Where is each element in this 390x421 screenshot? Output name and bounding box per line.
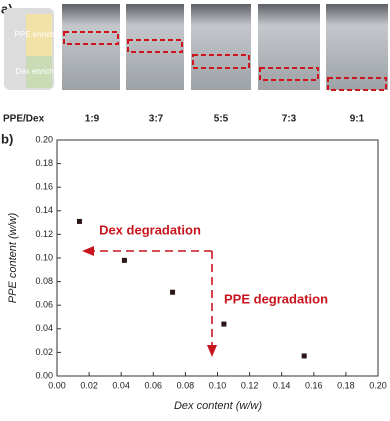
ratio-label: 1:9 <box>85 114 100 125</box>
y-tick-label: 0.18 <box>35 158 53 168</box>
x-tick-label: 0.12 <box>241 380 259 390</box>
phase-label: PPE enriched <box>15 30 64 39</box>
arrow-head <box>82 246 94 256</box>
y-tick-label: 0.06 <box>35 300 53 310</box>
annotation: Dex degradation <box>99 222 201 237</box>
y-tick-label: 0.12 <box>35 229 53 239</box>
arrows <box>90 250 213 350</box>
schematic: PPE enriched Dex enriched <box>4 8 63 90</box>
y-tick-label: 0.14 <box>35 205 53 215</box>
row-label: PPE/Dex <box>3 114 45 125</box>
y-tick-label: 0.16 <box>35 182 53 192</box>
x-tick-label: 0.18 <box>337 380 355 390</box>
y-tick-label: 0.02 <box>35 347 53 357</box>
phase-label: Dex enriched <box>15 67 62 76</box>
y-tick-label: 0.10 <box>35 252 53 262</box>
point <box>76 218 82 224</box>
x-tick-label: 0.20 <box>369 380 387 390</box>
ratio-label: 5:5 <box>214 114 229 125</box>
x-tick-label: 0.16 <box>305 380 323 390</box>
y-tick-label: 0.04 <box>35 323 53 333</box>
point <box>221 321 227 327</box>
panel-label: b) <box>1 131 13 146</box>
y-tick-label: 0.20 <box>35 134 53 144</box>
x-axis-label: Dex content (w/w) <box>174 400 262 412</box>
x-tick-label: 0.08 <box>177 380 195 390</box>
x-tick-label: 0.00 <box>48 380 66 390</box>
y-tick-label: 0.08 <box>35 276 53 286</box>
ratio-label: 7:3 <box>282 114 297 125</box>
plot-frame <box>56 139 379 377</box>
x-tick-label: 0.10 <box>209 380 227 390</box>
annotation: PPE degradation <box>224 291 328 306</box>
arrow-head <box>207 345 217 357</box>
y-axis-label: PPE content (w/w) <box>7 212 19 303</box>
ratio-label: 3:7 <box>149 114 164 125</box>
photos <box>62 4 388 91</box>
x-tick-label: 0.04 <box>112 380 130 390</box>
x-tick-label: 0.14 <box>273 380 291 390</box>
point <box>301 353 307 359</box>
x-tick-label: 0.06 <box>145 380 163 390</box>
y-tick-label: 0.00 <box>35 370 53 380</box>
x-tick-label: 0.02 <box>80 380 98 390</box>
ratio-label: 9:1 <box>350 114 365 125</box>
point <box>170 289 176 295</box>
point <box>121 257 127 263</box>
